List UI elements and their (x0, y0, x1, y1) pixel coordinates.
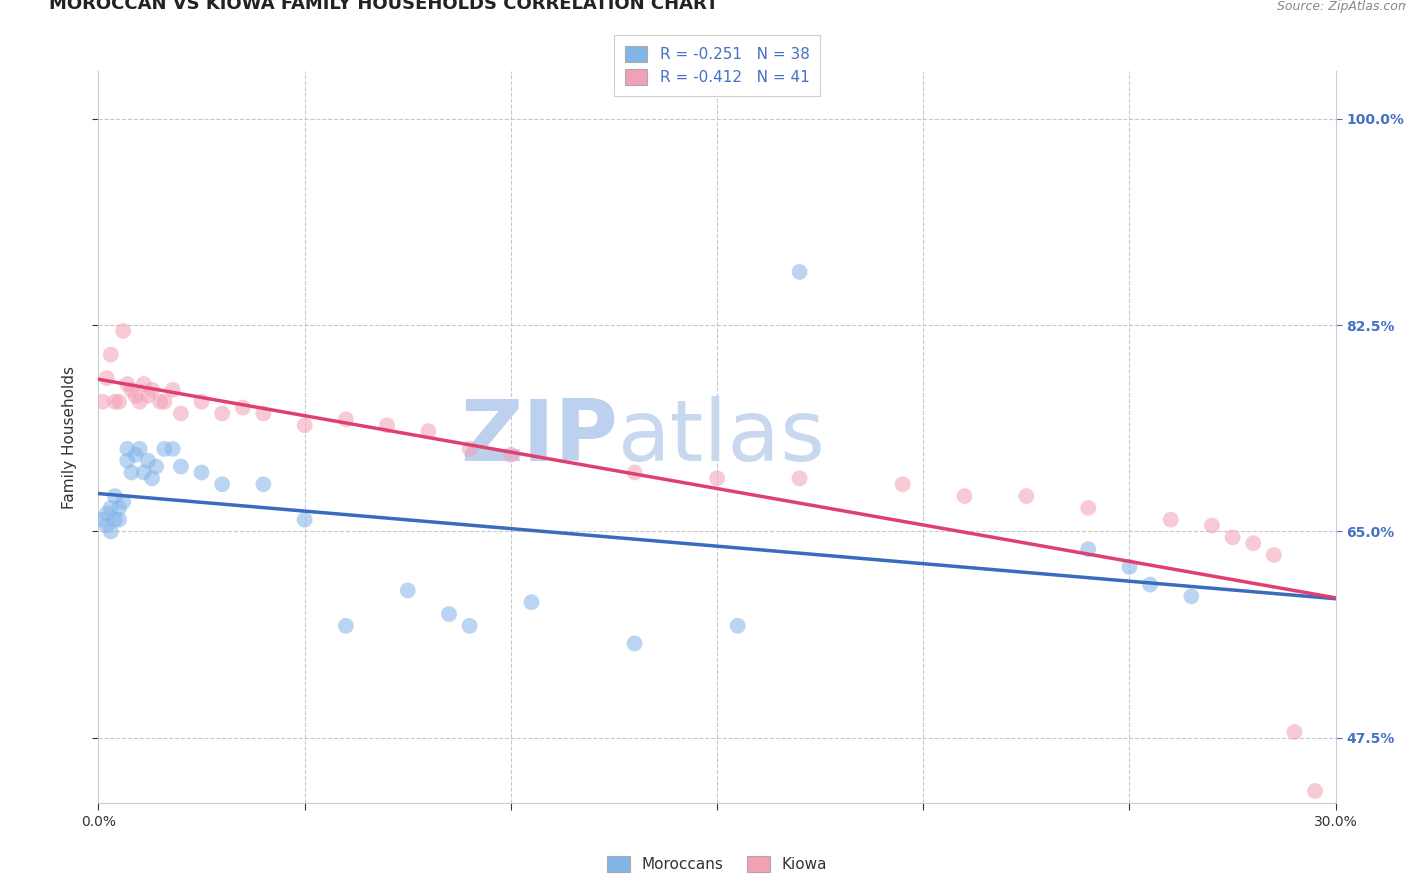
Point (953, 489, 976, 503)
Point (91, 394, 114, 409)
Point (108, 394, 131, 409)
Point (335, 412, 357, 426)
Point (108, 500, 131, 515)
Point (1077, 500, 1099, 515)
Point (104, 513, 127, 527)
Legend: Moroccans, Kiowa: Moroccans, Kiowa (596, 845, 838, 883)
Point (136, 453, 159, 467)
Point (190, 466, 212, 480)
Point (153, 394, 176, 409)
Point (1284, 725, 1306, 739)
Point (706, 471, 728, 485)
Point (396, 583, 419, 598)
Point (117, 453, 139, 467)
Point (128, 394, 150, 409)
Point (117, 376, 139, 391)
Point (623, 636, 645, 650)
Point (375, 418, 398, 433)
Point (96, 507, 118, 521)
Point (96, 371, 118, 385)
Y-axis label: Family Households: Family Households (62, 366, 77, 508)
Point (1180, 590, 1202, 604)
Point (1241, 536, 1264, 550)
Point (132, 466, 155, 480)
Point (211, 477, 233, 491)
Point (132, 376, 155, 391)
Point (120, 383, 142, 397)
Point (437, 607, 460, 621)
Text: atlas: atlas (619, 395, 827, 479)
Point (96, 518, 118, 533)
Point (91, 513, 114, 527)
Point (335, 619, 357, 633)
Point (170, 459, 193, 474)
Point (1118, 559, 1140, 574)
Point (100, 347, 122, 361)
Point (1201, 518, 1223, 533)
Point (499, 448, 522, 462)
Point (789, 471, 811, 485)
Point (232, 401, 254, 415)
Point (112, 324, 135, 338)
Text: ZIP: ZIP (460, 395, 619, 479)
Point (1263, 548, 1285, 562)
Point (149, 394, 172, 409)
Point (1160, 513, 1182, 527)
Point (727, 619, 749, 633)
Point (145, 459, 167, 474)
Point (120, 466, 142, 480)
Point (458, 442, 481, 456)
Point (112, 495, 135, 509)
Point (1303, 784, 1326, 798)
Point (891, 477, 914, 491)
Point (117, 442, 139, 456)
Point (141, 383, 163, 397)
Point (100, 500, 122, 515)
Point (789, 265, 811, 279)
Point (252, 407, 274, 421)
Point (1077, 542, 1099, 557)
Point (162, 442, 184, 456)
Point (104, 394, 127, 409)
Point (124, 389, 146, 403)
Point (104, 489, 127, 503)
Point (190, 394, 212, 409)
Point (520, 595, 543, 609)
Point (124, 448, 146, 462)
Point (623, 466, 645, 480)
Point (136, 389, 159, 403)
Text: Source: ZipAtlas.com: Source: ZipAtlas.com (1277, 0, 1406, 12)
Point (458, 619, 481, 633)
Point (252, 477, 274, 491)
Point (1139, 577, 1161, 591)
Point (153, 442, 176, 456)
Text: MOROCCAN VS KIOWA FAMILY HOUSEHOLDS CORRELATION CHART: MOROCCAN VS KIOWA FAMILY HOUSEHOLDS CORR… (49, 0, 718, 12)
Point (170, 407, 193, 421)
Point (162, 383, 184, 397)
Point (141, 471, 163, 485)
Point (100, 524, 122, 539)
Point (418, 424, 440, 438)
Point (294, 418, 316, 433)
Point (1222, 530, 1244, 544)
Point (294, 513, 316, 527)
Point (1015, 489, 1038, 503)
Point (211, 407, 233, 421)
Point (128, 442, 150, 456)
Point (108, 513, 131, 527)
